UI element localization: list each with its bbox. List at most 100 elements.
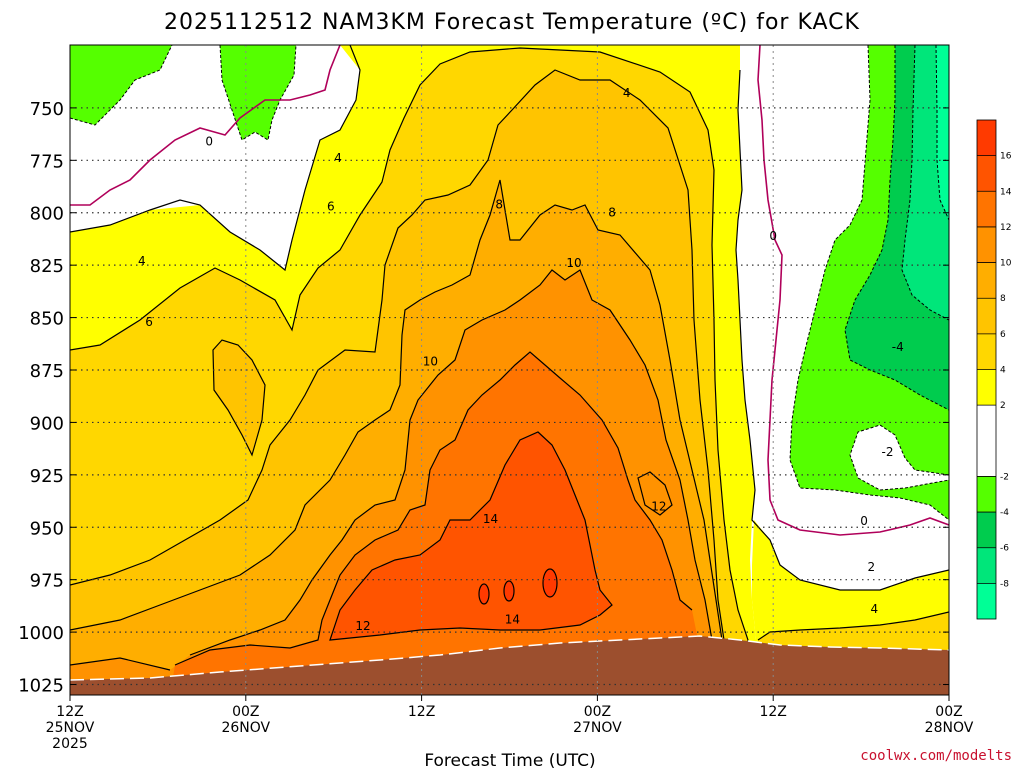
contour-label-7: 8 <box>608 206 616 220</box>
colorbar-bin-1 <box>977 547 996 584</box>
contour-12 <box>174 351 693 666</box>
colorbar-bin-3 <box>977 476 996 513</box>
contour-neg2-left <box>70 45 173 126</box>
contour-label-16: -2 <box>881 445 893 459</box>
contour-14 <box>329 431 613 641</box>
y-tick-label-850: 850 <box>30 309 64 330</box>
chart-title: 2025112512 NAM3KM Forecast Temperature (… <box>164 10 860 35</box>
y-tick-label-800: 800 <box>30 204 64 225</box>
contour-label-18: 2 <box>868 560 876 574</box>
colorbar-tick-label-0: 16 <box>1000 152 1012 162</box>
x-tick-label-5-2: 28NOV <box>925 720 974 736</box>
band-16-18-spot-2 <box>504 581 514 601</box>
contour-label-6: 8 <box>495 197 503 211</box>
colorbar-bin-0 <box>977 583 996 619</box>
colorbar-tick-label-2: 12 <box>1000 223 1011 233</box>
x-tick-label-2-1: 12Z <box>408 704 435 720</box>
colorbar: 16 14 12 10 8 6 4 2 -2 -4 -6 -8 <box>976 119 1012 620</box>
contour-2-right <box>735 69 949 591</box>
freezing-line-upper-left <box>70 45 341 206</box>
contour-label-3: 4 <box>138 254 146 268</box>
colorbar-bin-6 <box>977 333 996 370</box>
colorbar-tick-label-7: 2 <box>1000 401 1006 411</box>
band-neg4-neg2-upper-mid <box>220 45 296 140</box>
colorbar-bin-10 <box>977 191 996 227</box>
credit-text: coolwx.com/modelts <box>860 748 1012 764</box>
freezing-line <box>70 45 949 536</box>
ground <box>70 636 949 695</box>
contour-label-17: 0 <box>860 514 868 528</box>
colorbar-bin-2 <box>977 512 996 548</box>
contour-label-19: 4 <box>870 602 878 616</box>
negative-contours <box>70 45 949 521</box>
colorbar-tick-label-6: 4 <box>1000 366 1006 376</box>
y-tick-label-1025: 1025 <box>18 676 64 697</box>
band-neg4-neg2-upper-left <box>70 45 172 125</box>
colorbar-bin-9 <box>977 226 996 263</box>
contour-label-13: 12 <box>355 619 370 633</box>
colorbar-tick-label-3: 10 <box>1000 259 1012 269</box>
contour-6 <box>70 69 741 695</box>
x-tick-label-3-2: 27NOV <box>573 720 622 736</box>
colorbar-bin-5 <box>977 369 996 406</box>
y-tick-label-925: 925 <box>30 466 64 487</box>
colorbar-bin-8 <box>977 262 996 299</box>
contour-label-2: 6 <box>327 199 335 213</box>
y-tick-label-975: 975 <box>30 571 64 592</box>
contour-label-10: 14 <box>483 512 498 526</box>
x-tick-label-0-2: 25NOV <box>46 720 95 736</box>
x-tick-label-5-1: 00Z <box>935 704 962 720</box>
x-tick-label-4-1: 12Z <box>759 704 786 720</box>
y-tick-label-1000: 1000 <box>18 623 64 644</box>
contour-neg8 <box>935 45 949 221</box>
colorbar-bin-12 <box>977 120 996 156</box>
contour-16-spot-2 <box>503 580 515 602</box>
colorbar-tick-label-9: -4 <box>1000 508 1009 518</box>
contour-neg4 <box>844 45 949 411</box>
band-16-18-spot-3 <box>479 584 489 604</box>
x-tick-label-0-1: 12Z <box>56 704 83 720</box>
contour-label-14: 0 <box>769 229 777 243</box>
contour-label-4: 6 <box>145 315 153 329</box>
colorbar-bin-7 <box>977 298 996 334</box>
contour-8 <box>70 179 736 695</box>
contour-label-11: 12 <box>651 499 666 513</box>
x-tick-label-0-3: 2025 <box>52 736 88 752</box>
plot-area: 0 4 6 4 6 4 8 8 10 10 14 12 14 12 0 -4 -2 0 2 4 <box>70 45 949 695</box>
freezing-line-right <box>757 45 949 536</box>
colorbar-tick-label-11: -8 <box>1000 579 1009 589</box>
colorbar-tick-label-8: -2 <box>1000 472 1009 482</box>
y-tick-label-825: 825 <box>30 256 64 277</box>
contour-labels: 0 4 6 4 6 4 8 8 10 10 14 12 14 12 0 -4 -2 0 2 4 <box>138 86 904 633</box>
x-tick-label-3-1: 00Z <box>584 704 611 720</box>
contour-4-left <box>70 47 761 695</box>
band-6-8-island <box>213 340 265 455</box>
contour-16-spot-1 <box>542 568 558 598</box>
contour-label-1: 4 <box>334 151 342 165</box>
x-axis-label: Forecast Time (UTC) <box>424 751 595 768</box>
y-tick-label-900: 900 <box>30 413 64 434</box>
colorbar-bin-4 <box>977 405 996 477</box>
contour-label-8: 10 <box>566 256 581 270</box>
x-tick-label-1-1: 00Z <box>232 704 259 720</box>
contour-16-spot-3 <box>478 583 490 605</box>
colorbar-tick-label-5: 6 <box>1000 330 1006 340</box>
band-neg2-2-upper-left <box>70 45 360 270</box>
contour-lines <box>70 45 949 695</box>
contour-4-right <box>757 611 949 641</box>
band-16-18-spot-1 <box>543 569 557 597</box>
contour-label-9: 10 <box>423 355 438 369</box>
contour-neg2-right <box>789 45 949 521</box>
contour-10 <box>70 269 726 695</box>
colorbar-bin-11 <box>977 155 996 192</box>
contour-6-island <box>212 339 266 457</box>
colorbar-tick-label-10: -6 <box>1000 544 1009 554</box>
gridlines <box>70 45 949 695</box>
contour-2-left <box>70 45 361 272</box>
contour-neg6 <box>901 45 949 321</box>
ground-edge <box>70 635 949 681</box>
contour-label-5: 4 <box>623 86 631 100</box>
